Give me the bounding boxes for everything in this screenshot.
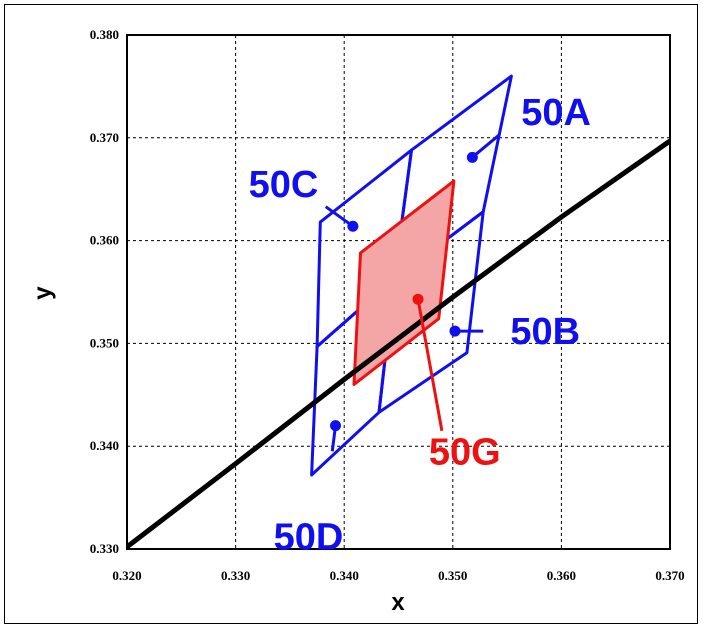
callout-point-50g [412,293,424,305]
callout-point-50c [347,220,359,232]
chart-frame [4,4,698,624]
callout-point-50d [330,420,342,432]
x-axis-ticks: 0.320 0.330 0.340 0.350 0.360 0.370 [112,568,684,583]
y-tick-label: 0.350 [90,335,119,350]
callout-label-50a: 50A [521,92,591,134]
leader-line-50c [324,205,354,228]
callout-point-50a [466,151,478,163]
x-tick-label: 0.340 [330,568,359,583]
y-tick-label: 0.340 [90,438,119,453]
x-tick-label: 0.330 [221,568,250,583]
locus-curve [127,138,670,549]
plot-marks [127,74,670,549]
x-tick-label: 0.360 [547,568,576,583]
x-tick-label: 0.370 [655,568,684,583]
callout-label-50g: 50G [429,431,501,473]
x-tick-label: 0.320 [112,568,141,583]
callout-point-50b [449,325,461,337]
x-axis-label: x [391,589,405,616]
x-tick-label: 0.350 [438,568,467,583]
callout-label-50b: 50B [510,311,580,353]
y-axis-ticks: 0.330 0.340 0.350 0.360 0.370 0.380 [90,27,119,556]
y-tick-label: 0.370 [90,130,119,145]
callout-labels: 50A 50B 50C 50D 50G [249,92,591,559]
callout-label-50d: 50D [274,517,344,559]
y-tick-label: 0.330 [90,541,119,556]
leader-line-50a [471,133,501,159]
leader-line-50g [416,298,444,432]
y-axis-label: y [29,286,56,300]
callout-label-50c: 50C [249,164,319,206]
y-tick-label: 0.360 [90,233,119,248]
y-tick-label: 0.380 [90,27,119,42]
plot-area [126,34,671,550]
region-50g [352,179,456,386]
